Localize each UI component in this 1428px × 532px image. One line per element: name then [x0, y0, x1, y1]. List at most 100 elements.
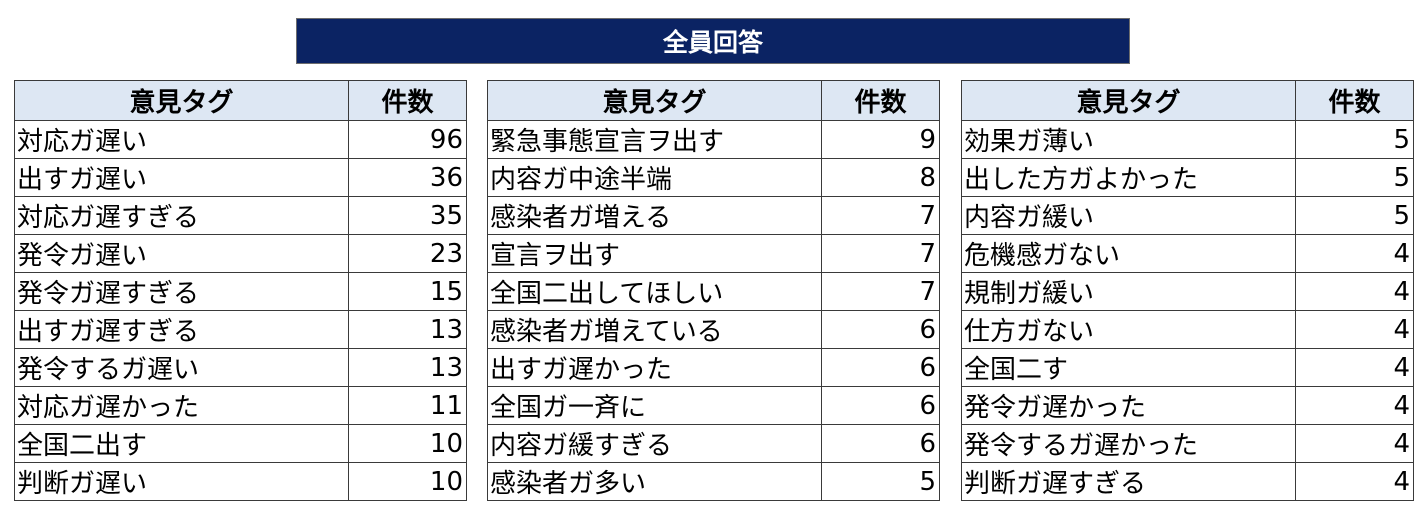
table-row: 出すガ遅かった 6: [487, 348, 940, 387]
count-cell: 96: [348, 120, 467, 159]
table-row: 仕方ガない 4: [961, 310, 1414, 349]
table-row: 内容ガ中途半端 8: [487, 158, 940, 197]
table-row: 緊急事態宣言ヲ出す 9: [487, 120, 940, 159]
table-row: 内容ガ緩い 5: [961, 196, 1414, 235]
tag-cell: 対応ガ遅かった: [14, 386, 349, 425]
count-cell: 6: [821, 386, 940, 425]
table-row: 出した方ガよかった 5: [961, 158, 1414, 197]
tag-cell: 発令ガ遅すぎる: [14, 272, 349, 311]
tag-column-header: 意見タグ: [961, 80, 1296, 121]
tag-cell: 全国二す: [961, 348, 1296, 387]
count-cell: 10: [348, 462, 467, 501]
opinion-tag-table-3: 意見タグ 件数 効果ガ薄い 5 出した方ガよかった 5 内容ガ緩い 5 危機感ガない 4…: [961, 80, 1414, 501]
table-row: 感染者ガ増える 7: [487, 196, 940, 235]
table-row: 対応ガ遅かった 11: [14, 386, 467, 425]
count-cell: 9: [821, 120, 940, 159]
count-cell: 23: [348, 234, 467, 273]
tag-cell: 感染者ガ多い: [487, 462, 822, 501]
table-header-row: 意見タグ 件数: [961, 80, 1414, 121]
count-cell: 7: [821, 272, 940, 311]
tag-cell: 全国ガ一斉に: [487, 386, 822, 425]
count-cell: 7: [821, 234, 940, 273]
tag-cell: 危機感ガない: [961, 234, 1296, 273]
count-cell: 35: [348, 196, 467, 235]
tag-cell: 内容ガ緩い: [961, 196, 1296, 235]
table-row: 全国二出してほしい 7: [487, 272, 940, 311]
count-cell: 11: [348, 386, 467, 425]
tag-cell: 全国二出してほしい: [487, 272, 822, 311]
tag-cell: 仕方ガない: [961, 310, 1296, 349]
table-row: 発令するガ遅い 13: [14, 348, 467, 387]
count-cell: 4: [1295, 234, 1414, 273]
table-row: 対応ガ遅い 96: [14, 120, 467, 159]
opinion-tag-table-2: 意見タグ 件数 緊急事態宣言ヲ出す 9 内容ガ中途半端 8 感染者ガ増える 7 宣言ヲ…: [487, 80, 940, 501]
table-row: 対応ガ遅すぎる 35: [14, 196, 467, 235]
count-cell: 13: [348, 310, 467, 349]
tag-cell: 出すガ遅すぎる: [14, 310, 349, 349]
table-row: 出すガ遅い 36: [14, 158, 467, 197]
count-cell: 15: [348, 272, 467, 311]
count-cell: 6: [821, 424, 940, 463]
count-cell: 4: [1295, 272, 1414, 311]
count-cell: 4: [1295, 348, 1414, 387]
table-row: 規制ガ緩い 4: [961, 272, 1414, 311]
table-row: 判断ガ遅い 10: [14, 462, 467, 501]
tag-cell: 出すガ遅かった: [487, 348, 822, 387]
table-row: 発令ガ遅すぎる 15: [14, 272, 467, 311]
count-cell: 10: [348, 424, 467, 463]
tag-cell: 感染者ガ増える: [487, 196, 822, 235]
count-column-header: 件数: [821, 80, 940, 121]
table-row: 全国ガ一斉に 6: [487, 386, 940, 425]
table-header-row: 意見タグ 件数: [487, 80, 940, 121]
table-header-row: 意見タグ 件数: [14, 80, 467, 121]
table-row: 出すガ遅すぎる 13: [14, 310, 467, 349]
tag-cell: 判断ガ遅すぎる: [961, 462, 1296, 501]
count-cell: 7: [821, 196, 940, 235]
tag-cell: 内容ガ緩すぎる: [487, 424, 822, 463]
tag-cell: 宣言ヲ出す: [487, 234, 822, 273]
tag-cell: 出した方ガよかった: [961, 158, 1296, 197]
count-cell: 5: [821, 462, 940, 501]
count-cell: 6: [821, 348, 940, 387]
table-row: 発令ガ遅い 23: [14, 234, 467, 273]
count-cell: 4: [1295, 386, 1414, 425]
count-cell: 4: [1295, 310, 1414, 349]
table-row: 効果ガ薄い 5: [961, 120, 1414, 159]
table-row: 発令するガ遅かった 4: [961, 424, 1414, 463]
count-cell: 4: [1295, 424, 1414, 463]
banner-title: 全員回答: [296, 18, 1130, 64]
tag-cell: 発令ガ遅かった: [961, 386, 1296, 425]
tag-cell: 対応ガ遅すぎる: [14, 196, 349, 235]
count-cell: 4: [1295, 462, 1414, 501]
table-row: 宣言ヲ出す 7: [487, 234, 940, 273]
table-row: 判断ガ遅すぎる 4: [961, 462, 1414, 501]
count-cell: 8: [821, 158, 940, 197]
table-row: 内容ガ緩すぎる 6: [487, 424, 940, 463]
count-cell: 36: [348, 158, 467, 197]
tag-cell: 緊急事態宣言ヲ出す: [487, 120, 822, 159]
tag-cell: 発令ガ遅い: [14, 234, 349, 273]
tag-cell: 発令するガ遅かった: [961, 424, 1296, 463]
tag-cell: 対応ガ遅い: [14, 120, 349, 159]
count-cell: 6: [821, 310, 940, 349]
count-cell: 5: [1295, 120, 1414, 159]
table-row: 全国二す 4: [961, 348, 1414, 387]
table-row: 感染者ガ多い 5: [487, 462, 940, 501]
tag-cell: 規制ガ緩い: [961, 272, 1296, 311]
tag-cell: 発令するガ遅い: [14, 348, 349, 387]
table-row: 危機感ガない 4: [961, 234, 1414, 273]
tag-cell: 出すガ遅い: [14, 158, 349, 197]
count-cell: 5: [1295, 158, 1414, 197]
tag-column-header: 意見タグ: [487, 80, 822, 121]
tag-cell: 効果ガ薄い: [961, 120, 1296, 159]
table-row: 発令ガ遅かった 4: [961, 386, 1414, 425]
table-row: 全国二出す 10: [14, 424, 467, 463]
count-column-header: 件数: [1295, 80, 1414, 121]
tag-cell: 全国二出す: [14, 424, 349, 463]
tag-cell: 感染者ガ増えている: [487, 310, 822, 349]
tag-cell: 内容ガ中途半端: [487, 158, 822, 197]
opinion-tag-table-1: 意見タグ 件数 対応ガ遅い 96 出すガ遅い 36 対応ガ遅すぎる 35 発令ガ遅い 2…: [14, 80, 467, 501]
tag-cell: 判断ガ遅い: [14, 462, 349, 501]
count-column-header: 件数: [348, 80, 467, 121]
tag-column-header: 意見タグ: [14, 80, 349, 121]
